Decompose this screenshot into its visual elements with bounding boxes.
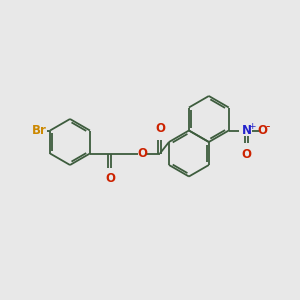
Text: -: - — [266, 120, 270, 133]
Text: N: N — [242, 124, 252, 137]
Text: O: O — [242, 148, 252, 161]
Text: O: O — [105, 172, 115, 185]
Text: +: + — [248, 122, 256, 131]
Text: O: O — [137, 147, 147, 160]
Text: O: O — [155, 122, 165, 134]
Text: Br: Br — [32, 124, 47, 137]
Text: O: O — [258, 124, 268, 137]
